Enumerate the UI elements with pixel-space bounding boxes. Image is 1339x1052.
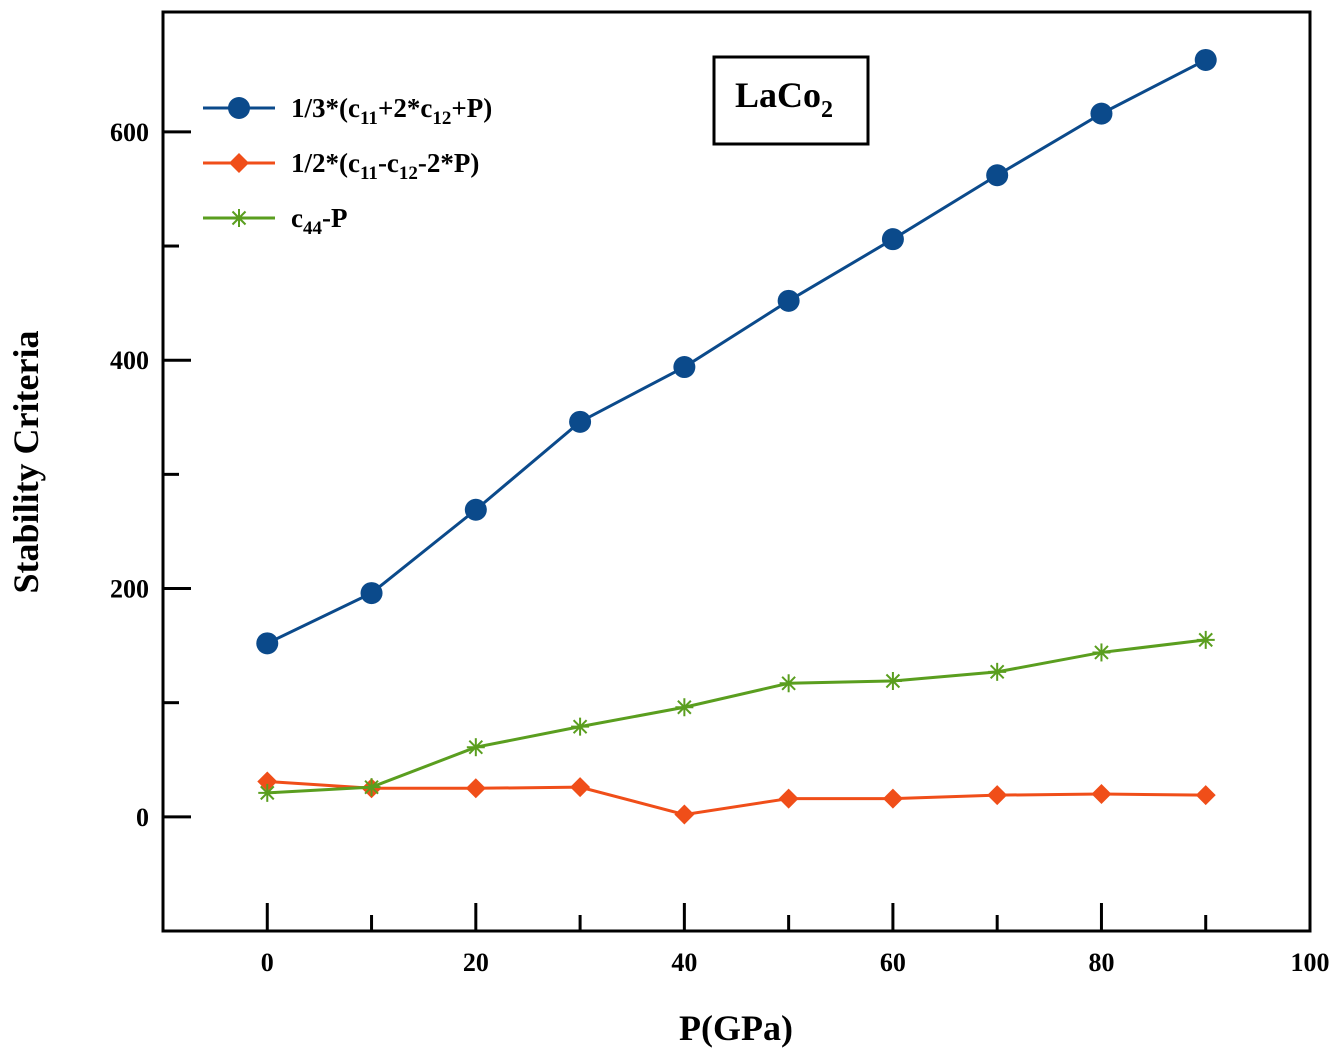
data-point: [883, 671, 902, 690]
data-point: [256, 632, 279, 655]
plot-border: [161, 10, 1312, 933]
x-tick-label: 100: [1291, 948, 1330, 977]
legend-label-part: 1/2*(c: [291, 148, 360, 178]
data-point: [1194, 48, 1217, 71]
data-point: [258, 783, 277, 802]
legend-label-part: -c: [378, 148, 399, 178]
data-point: [987, 785, 1008, 806]
data-point: [464, 498, 487, 521]
legend-label: 1/3*(c11+2*c12+P): [291, 93, 492, 129]
legend-label-part: +2*c: [378, 93, 432, 123]
y-tick-label: 0: [136, 803, 149, 832]
legend-label-part: +P): [451, 93, 492, 123]
data-point: [1195, 785, 1216, 806]
series-line: [266, 58, 1207, 645]
legend-marker: [228, 97, 250, 119]
data-point: [1091, 784, 1112, 805]
plot-frame: [161, 10, 1312, 933]
legend-label-part: -P: [322, 203, 347, 233]
legend-marker: [229, 153, 249, 173]
annotation-frame: [712, 55, 870, 146]
series-0: [256, 48, 1217, 655]
data-point: [1090, 102, 1113, 125]
series-layer: [256, 48, 1217, 825]
data-point: [571, 717, 590, 736]
legend-subscript: 12: [432, 108, 451, 129]
y-axis-title: Stability Criteria: [6, 331, 46, 594]
annotation-box: LaCo2: [712, 55, 870, 146]
data-point: [882, 788, 903, 809]
legend-label-part: 1/3*(c: [291, 93, 360, 123]
data-point: [362, 778, 381, 797]
series-2: [258, 630, 1215, 802]
data-point: [257, 771, 278, 792]
annotation-subscript: 2: [821, 97, 833, 123]
series-line: [267, 638, 1206, 795]
data-point: [988, 662, 1007, 681]
y-tick-label: 200: [110, 575, 149, 604]
legend-entry-0: 1/3*(c11+2*c12+P): [203, 93, 492, 129]
data-point: [673, 356, 696, 379]
legend-subscript: 11: [360, 163, 378, 184]
data-point: [570, 777, 591, 798]
legend-entry-2: c44-P: [203, 203, 347, 239]
data-point: [1196, 630, 1215, 649]
annotation-main: LaCo: [735, 75, 821, 115]
legend: 1/3*(c11+2*c12+P)1/2*(c11-c12-2*P)c44-P: [203, 93, 492, 239]
data-point: [881, 228, 904, 251]
y-tick-label: 600: [110, 118, 149, 147]
data-point: [466, 738, 485, 757]
legend-label-part: -2*P): [418, 148, 479, 178]
x-tick-label: 60: [880, 948, 906, 977]
data-point: [674, 804, 695, 825]
legend-label-part: c: [291, 203, 303, 233]
data-point: [1092, 643, 1111, 662]
data-point: [778, 788, 799, 809]
data-point: [569, 410, 592, 433]
data-point: [779, 674, 798, 693]
legend-label: c44-P: [291, 203, 347, 239]
legend-marker: [230, 209, 248, 227]
x-tick-label: 0: [261, 948, 274, 977]
x-axis-title: P(GPa): [679, 1008, 793, 1048]
series-line: [267, 779, 1206, 817]
x-tick-label: 80: [1088, 948, 1114, 977]
data-point: [986, 164, 1009, 187]
legend-label: 1/2*(c11-c12-2*P): [291, 148, 479, 184]
x-tick-label: 40: [671, 948, 697, 977]
legend-subscript: 12: [399, 163, 418, 184]
legend-subscript: 44: [303, 218, 323, 239]
y-tick-label: 400: [110, 346, 149, 375]
legend-subscript: 11: [360, 108, 378, 129]
axis-ticks: 0 20 40 60 80 100 0 200 400 600: [110, 118, 1330, 977]
annotation-label: LaCo2: [735, 75, 833, 123]
data-point: [777, 289, 800, 312]
data-point: [360, 582, 383, 605]
data-point: [465, 778, 486, 799]
series-1: [257, 771, 1216, 825]
x-tick-label: 20: [463, 948, 489, 977]
data-point: [675, 698, 694, 717]
legend-entry-1: 1/2*(c11-c12-2*P): [203, 148, 479, 184]
